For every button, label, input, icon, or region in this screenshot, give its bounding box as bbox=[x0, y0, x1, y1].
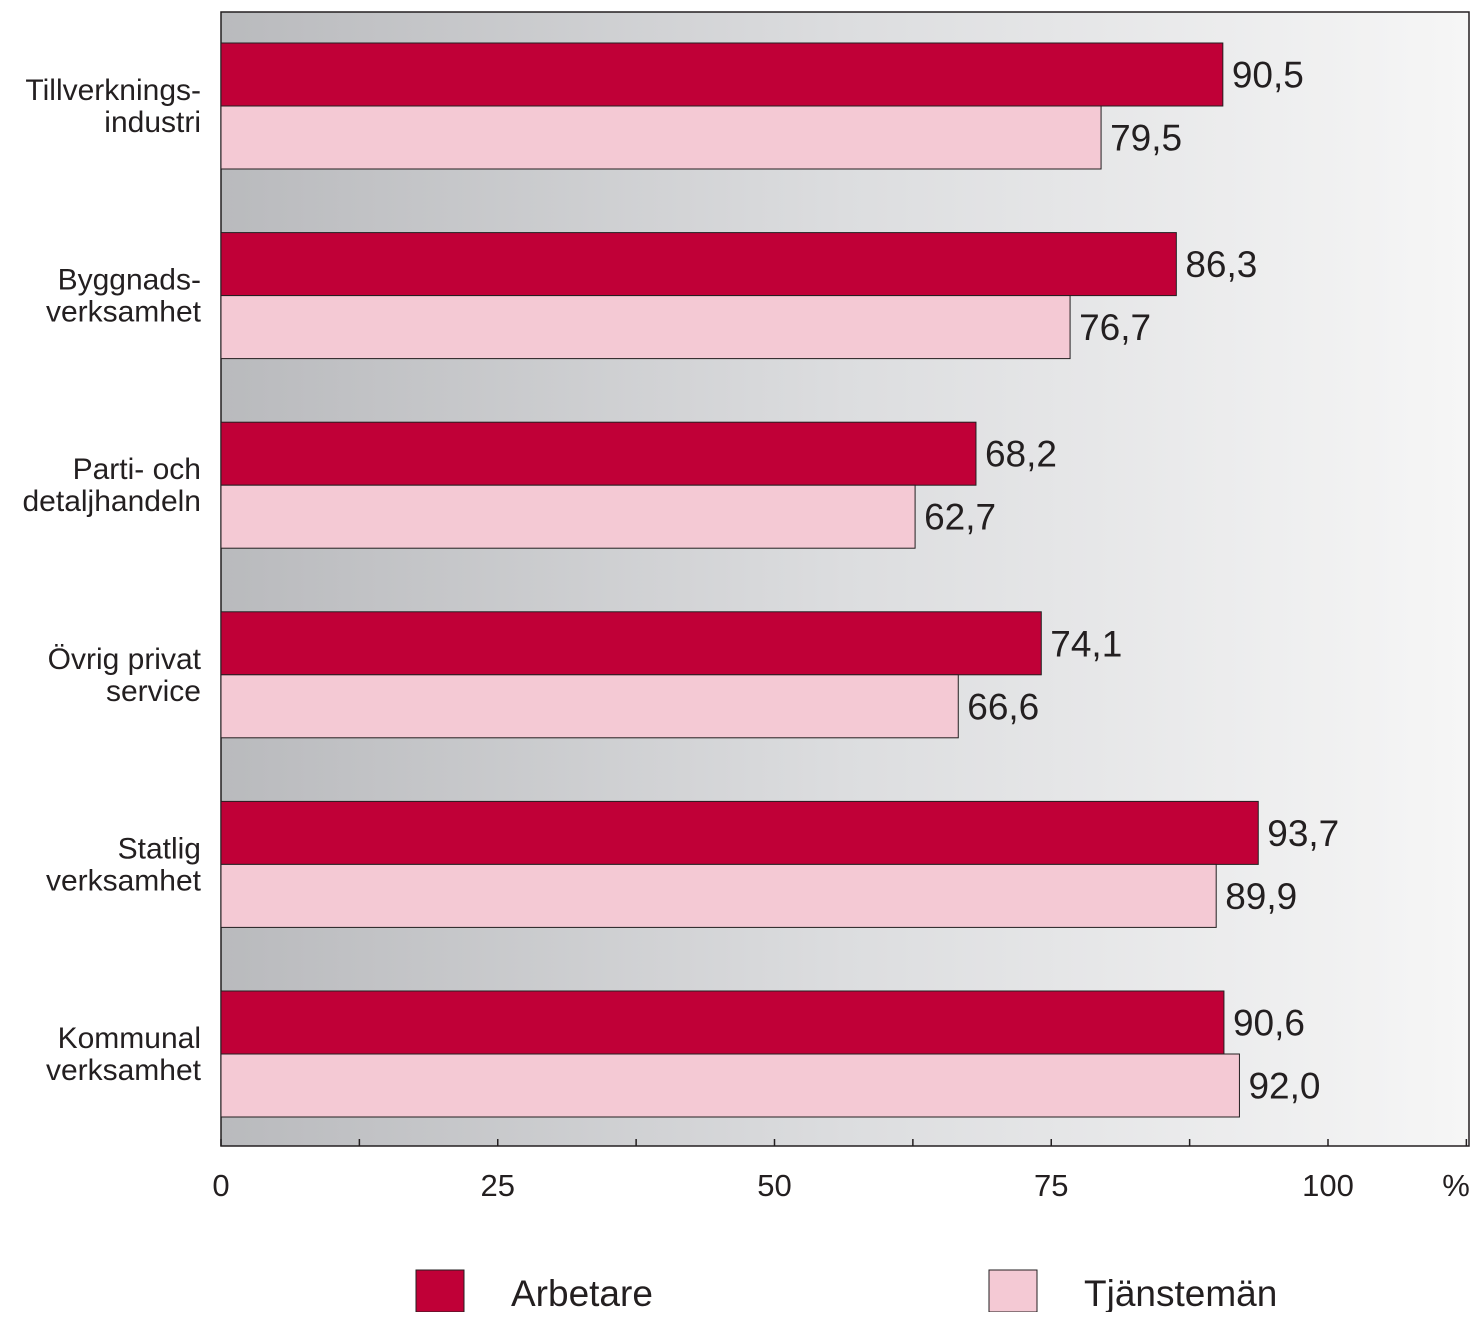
legend-swatch-arbetare bbox=[415, 1269, 465, 1313]
category-label-5: Statlig verksamhet bbox=[46, 832, 202, 897]
value-label-tjansteman-2: 76,7 bbox=[1079, 307, 1151, 348]
x-unit-label: % bbox=[1442, 1168, 1470, 1203]
bar-tjansteman-3 bbox=[220, 484, 916, 549]
value-label-tjansteman-4: 66,6 bbox=[967, 686, 1039, 727]
value-label-tjansteman-6: 92,0 bbox=[1248, 1066, 1320, 1107]
bar-arbetare-1 bbox=[220, 42, 1224, 107]
legend: Arbetare Tjänstemän bbox=[415, 1269, 1277, 1314]
category-label-6: Kommunal verksamhet bbox=[46, 1022, 202, 1087]
category-label-4: Övrig privat service bbox=[48, 643, 202, 708]
value-label-arbetare-1: 90,5 bbox=[1232, 55, 1304, 96]
value-label-tjansteman-3: 62,7 bbox=[924, 497, 996, 538]
bar-arbetare-6 bbox=[220, 990, 1225, 1055]
category-label-3: Parti- och detaljhandeln bbox=[23, 453, 202, 518]
legend-swatch-tjansteman bbox=[988, 1269, 1038, 1313]
x-tick-label-25: 25 bbox=[481, 1168, 515, 1203]
legend-label-arbetare: Arbetare bbox=[511, 1273, 653, 1312]
bar-arbetare-3 bbox=[220, 421, 977, 486]
x-tick-label-0: 0 bbox=[212, 1168, 229, 1203]
bar-arbetare-5 bbox=[220, 800, 1259, 865]
value-label-arbetare-6: 90,6 bbox=[1233, 1003, 1305, 1044]
bar-arbetare-4 bbox=[220, 611, 1042, 676]
bars-layer bbox=[220, 42, 1259, 1118]
category-label-1: Tillverknings-industri bbox=[25, 74, 201, 139]
plot-background bbox=[220, 11, 1470, 1147]
x-tick-label-50: 50 bbox=[757, 1168, 791, 1203]
bar-tjansteman-1 bbox=[220, 105, 1102, 170]
value-label-arbetare-5: 93,7 bbox=[1267, 813, 1339, 854]
value-label-tjansteman-5: 89,9 bbox=[1225, 876, 1297, 917]
x-axis: 0 25 50 75 100% bbox=[212, 1139, 1470, 1203]
value-label-arbetare-3: 68,2 bbox=[985, 434, 1057, 475]
value-label-arbetare-4: 74,1 bbox=[1050, 623, 1122, 664]
value-label-arbetare-2: 86,3 bbox=[1185, 244, 1257, 285]
bar-tjansteman-2 bbox=[220, 295, 1071, 360]
x-tick-label-75: 75 bbox=[1034, 1168, 1068, 1203]
x-tick-label-100: 100 bbox=[1302, 1168, 1354, 1203]
bar-tjansteman-4 bbox=[220, 674, 959, 739]
category-label-2: Byggnads-verksamhet bbox=[46, 264, 202, 329]
legend-label-tjansteman: Tjänstemän bbox=[1084, 1273, 1277, 1312]
bar-tjansteman-5 bbox=[220, 863, 1217, 928]
value-label-tjansteman-1: 79,5 bbox=[1110, 118, 1182, 159]
bar-tjansteman-6 bbox=[220, 1053, 1240, 1118]
bar-arbetare-2 bbox=[220, 232, 1177, 297]
labels-layer: 90,5 79,5 Tillverknings-industri 86,3 76,7 By… bbox=[23, 55, 1340, 1107]
